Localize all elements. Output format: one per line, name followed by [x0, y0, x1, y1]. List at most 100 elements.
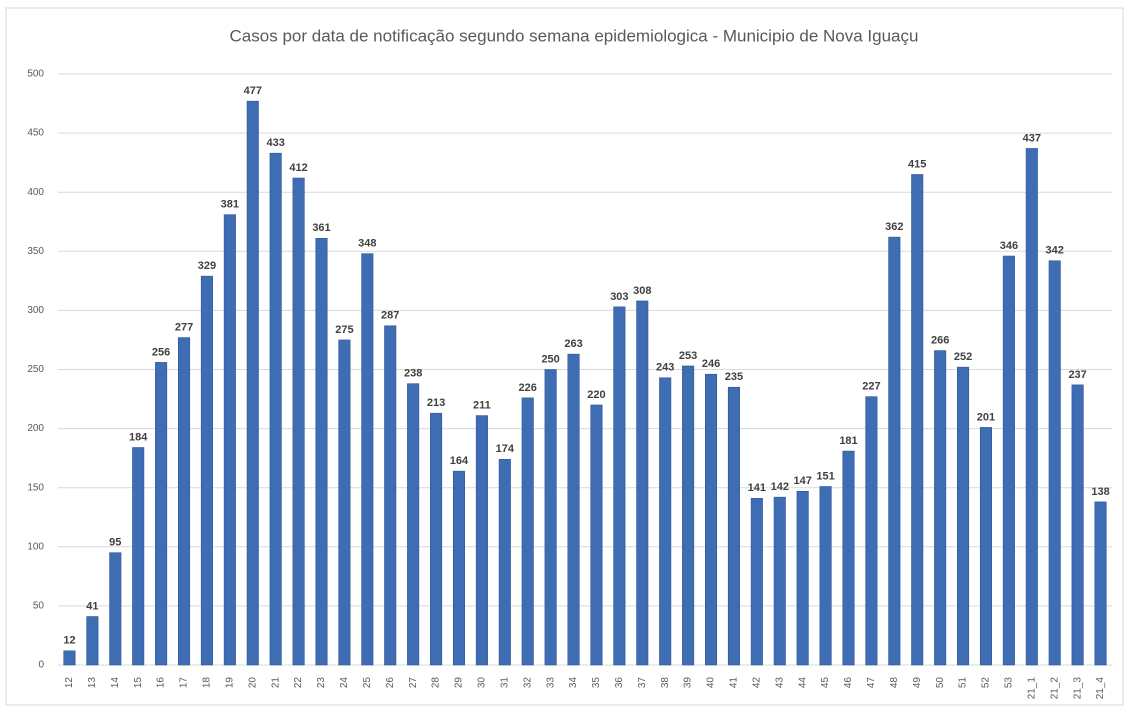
x-tick-label: 22: [293, 677, 304, 689]
bar: [750, 498, 763, 666]
value-label: 381: [221, 199, 239, 211]
value-label: 277: [175, 321, 193, 333]
x-tick-label: 47: [866, 677, 877, 689]
y-tick-label: 100: [27, 541, 44, 552]
x-tick-label: 21_2: [1049, 677, 1060, 700]
value-label: 227: [862, 381, 880, 393]
value-label: 362: [885, 221, 903, 233]
x-tick-label: 12: [64, 677, 75, 689]
x-tick-label: 27: [408, 677, 419, 689]
value-label: 412: [289, 162, 307, 174]
x-tick-label: 31: [499, 677, 510, 689]
bar: [475, 415, 488, 666]
y-tick-label: 450: [27, 128, 44, 139]
x-tick-label: 33: [545, 677, 556, 689]
x-tick-label: 23: [316, 677, 327, 689]
x-tick-label: 30: [477, 677, 488, 689]
x-tick-label: 28: [431, 677, 442, 689]
x-tick-label: 16: [156, 677, 167, 689]
bar: [1002, 255, 1015, 666]
x-tick-label: 15: [133, 677, 144, 689]
value-label: 235: [725, 371, 743, 383]
x-tick-label: 21: [270, 677, 281, 689]
value-label: 181: [839, 435, 857, 447]
value-label: 226: [519, 382, 537, 394]
value-label: 477: [244, 85, 262, 97]
x-tick-label: 50: [935, 677, 946, 689]
value-label: 220: [587, 389, 605, 401]
value-label: 433: [266, 137, 284, 149]
bar: [452, 470, 466, 666]
bar: [865, 396, 878, 666]
bar: [1094, 501, 1107, 666]
bar: [384, 325, 397, 666]
y-tick-label: 0: [38, 660, 44, 671]
x-tick-label: 41: [729, 677, 740, 689]
bar: [223, 214, 236, 666]
value-label: 95: [109, 537, 121, 549]
bar: [613, 306, 626, 666]
value-label: 147: [793, 475, 811, 487]
bar: [177, 337, 191, 666]
bar: [1025, 148, 1038, 666]
bar: [659, 377, 672, 666]
value-label: 141: [748, 482, 766, 494]
x-tick-label: 21_3: [1072, 677, 1083, 700]
value-label: 201: [977, 411, 995, 423]
x-tick-label: 46: [843, 677, 854, 689]
value-label: 275: [335, 324, 353, 336]
value-label: 253: [679, 350, 697, 362]
x-tick-label: 17: [179, 677, 190, 689]
bar: [819, 486, 832, 666]
bar: [338, 339, 351, 666]
bar: [269, 152, 282, 666]
x-tick-label: 36: [614, 677, 625, 689]
value-label: 437: [1023, 132, 1041, 144]
value-label: 164: [450, 455, 469, 467]
value-label: 138: [1091, 486, 1109, 498]
x-tick-label: 32: [522, 677, 533, 689]
y-tick-label: 200: [27, 423, 44, 434]
x-tick-label: 51: [958, 677, 969, 689]
x-tick-label: 29: [454, 677, 465, 689]
y-tick-label: 350: [27, 246, 44, 257]
x-tick-label: 21_4: [1095, 677, 1106, 700]
y-tick-label: 150: [27, 482, 44, 493]
x-tick-label: 45: [820, 677, 831, 689]
bar: [521, 397, 534, 666]
value-label: 142: [771, 481, 789, 493]
value-label: 348: [358, 238, 376, 250]
chart-title: Casos por data de notificação segundo se…: [230, 26, 919, 45]
x-tick-label: 35: [591, 677, 602, 689]
x-tick-label: 44: [797, 677, 808, 689]
value-label: 243: [656, 362, 674, 374]
x-tick-label: 42: [751, 677, 762, 689]
bar: [86, 616, 99, 666]
bar: [109, 552, 122, 666]
value-label: 238: [404, 368, 422, 380]
bar: [796, 490, 809, 666]
x-tick-label: 52: [981, 677, 992, 689]
x-tick-label: 25: [362, 677, 373, 689]
value-label: 41: [86, 600, 98, 612]
bar: [590, 404, 603, 666]
bar: [315, 237, 328, 666]
x-tick-label: 21_1: [1026, 677, 1037, 700]
bar: [361, 253, 374, 666]
x-tick-label: 18: [202, 677, 213, 689]
bar: [1048, 260, 1061, 666]
value-label: 184: [129, 431, 148, 443]
y-tick-label: 500: [27, 69, 44, 80]
value-label: 329: [198, 260, 216, 272]
x-tick-label: 40: [706, 677, 717, 689]
value-label: 415: [908, 158, 926, 170]
x-tick-label: 13: [87, 677, 98, 689]
value-label: 250: [541, 353, 559, 365]
value-label: 303: [610, 291, 628, 303]
bar: [957, 366, 970, 666]
bar: [544, 369, 557, 666]
x-tick-label: 48: [889, 677, 900, 689]
bar: [63, 650, 76, 666]
